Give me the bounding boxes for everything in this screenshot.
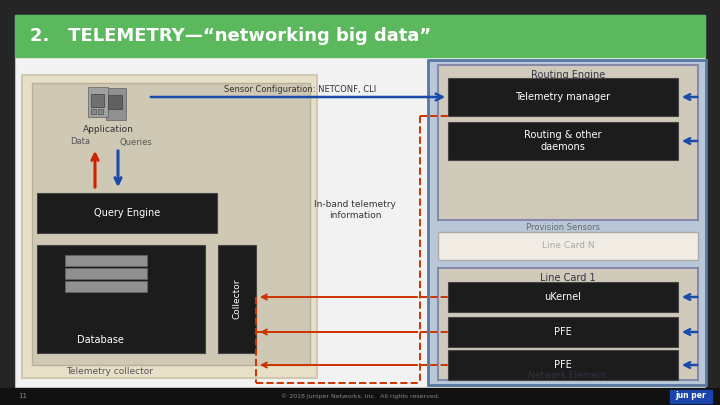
Text: Collector: Collector	[233, 279, 241, 319]
Text: Provision Sensors: Provision Sensors	[526, 222, 600, 232]
Text: Line Card N: Line Card N	[541, 241, 594, 251]
Bar	[22, 75, 317, 378]
Text: PFE: PFE	[554, 327, 572, 337]
Text: Sensor Configuration: NETCONF, CLI: Sensor Configuration: NETCONF, CLI	[224, 85, 376, 94]
Text: Query Engine: Query Engine	[94, 208, 160, 218]
Text: Database: Database	[76, 335, 123, 345]
Bar	[448, 317, 678, 347]
Bar	[428, 60, 706, 385]
Text: PFE: PFE	[554, 360, 572, 370]
Bar	[670, 390, 712, 403]
Bar	[438, 65, 698, 220]
Text: 11: 11	[18, 393, 27, 399]
Bar	[32, 83, 310, 365]
Text: Telemetry collector: Telemetry collector	[66, 367, 153, 377]
Text: Routing & other
daemons: Routing & other daemons	[524, 130, 602, 152]
Text: Data: Data	[70, 138, 90, 147]
Text: Telemetry manager: Telemetry manager	[516, 92, 611, 102]
Bar	[108, 95, 122, 109]
Text: uKernel: uKernel	[544, 292, 582, 302]
Bar	[448, 350, 678, 380]
Bar	[91, 94, 104, 107]
Text: Network Element: Network Element	[528, 371, 606, 379]
Bar	[15, 15, 705, 57]
Bar	[448, 78, 678, 116]
Bar	[0, 388, 720, 405]
Text: 2.   TELEMETRY—“networking big data”: 2. TELEMETRY—“networking big data”	[30, 27, 431, 45]
Bar	[91, 109, 96, 114]
Text: Queries: Queries	[120, 138, 153, 147]
Bar	[438, 232, 698, 260]
Bar	[438, 268, 698, 380]
Bar	[98, 109, 103, 114]
Bar	[218, 245, 256, 353]
Text: Line Card 1: Line Card 1	[540, 273, 596, 283]
Bar	[448, 122, 678, 160]
Text: Routing Engine: Routing Engine	[531, 70, 605, 80]
Bar	[65, 255, 147, 266]
Bar	[88, 87, 108, 117]
Text: Application: Application	[83, 125, 133, 134]
Bar	[65, 281, 147, 292]
Bar	[448, 282, 678, 312]
Bar	[37, 245, 205, 353]
Text: © 2018 Juniper Networks, Inc.  All rights reserved.: © 2018 Juniper Networks, Inc. All rights…	[281, 393, 439, 399]
Text: jun per: jun per	[675, 392, 706, 401]
Bar	[37, 193, 217, 233]
Text: In-band telemetry
information: In-band telemetry information	[314, 200, 396, 220]
Bar	[106, 88, 126, 120]
Bar	[65, 268, 147, 279]
